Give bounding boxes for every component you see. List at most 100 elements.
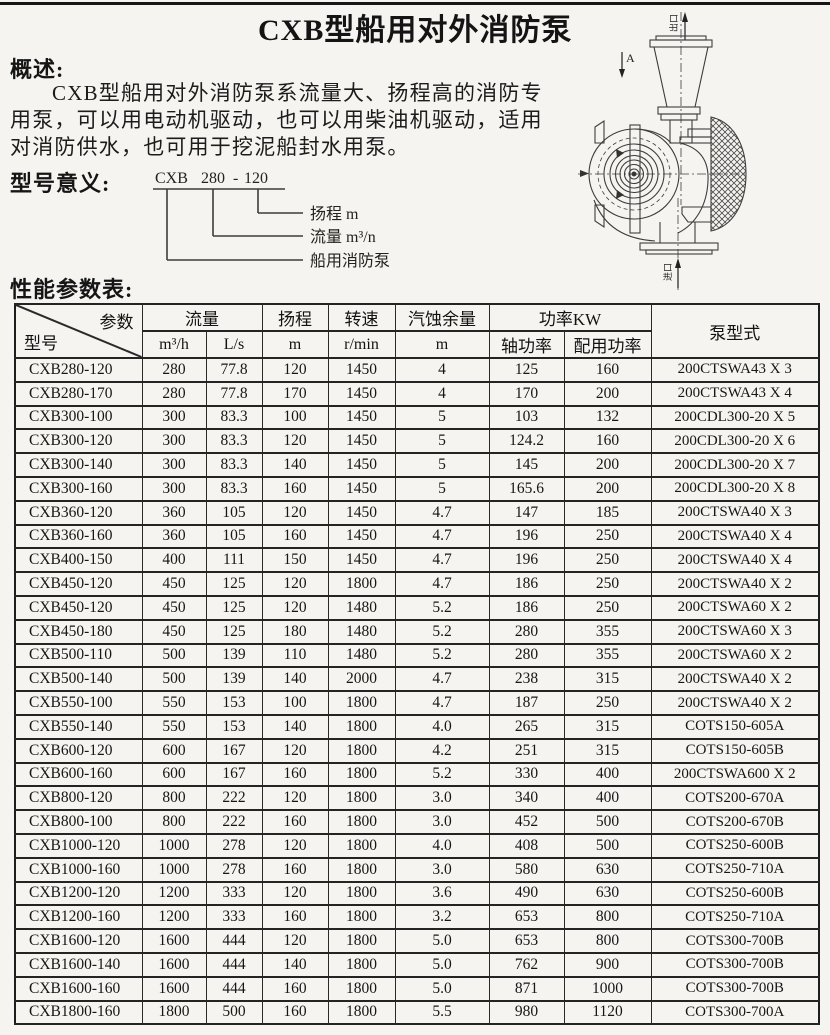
cell-speed: 1480 [327, 618, 396, 645]
cell-model: CXB1600-120 [14, 928, 143, 954]
cell-shaft-power: 408 [488, 832, 565, 859]
cell-flow-m3h: 280 [141, 380, 207, 407]
cell-model: CXB1000-160 [14, 856, 143, 883]
cell-flow-ls: 500 [205, 999, 263, 1026]
table-row: CXB300-120 300 83.3 120 1450 5 124.2 160 200CDL3… [14, 428, 820, 455]
cell-flow-m3h: 500 [141, 642, 207, 669]
cell-flow-ls: 83.3 [205, 475, 263, 502]
cell-rated-power: 250 [563, 523, 652, 550]
cell-flow-ls: 333 [205, 880, 263, 907]
cell-head: 150 [261, 547, 329, 574]
table-row: CXB600-160 600 167 160 1800 5.2 330 400 200CTSWA… [14, 761, 820, 788]
cell-model: CXB500-110 [14, 642, 143, 669]
cell-flow-ls: 111 [205, 547, 263, 574]
performance-table-wrap: 参数 型号 流量 扬程 转速 汽蚀余量 功率KW 泵型式 m³/h L/s m … [14, 303, 821, 1026]
header-model-label: 型号 [24, 334, 58, 353]
cell-rated-power: 315 [563, 713, 652, 740]
model-example-prefix: CXB [155, 170, 188, 187]
cell-pump-type: COTS300-700A [650, 999, 820, 1026]
cell-head: 120 [261, 928, 329, 954]
cell-flow-ls: 77.8 [205, 380, 263, 407]
table-row: CXB600-120 600 167 120 1800 4.2 251 315 COTS150-… [14, 737, 820, 764]
model-meaning-heading: 型号意义: [10, 171, 111, 196]
cell-flow-m3h: 500 [141, 666, 207, 693]
header-pump-type: 泵型式 [650, 303, 820, 359]
cell-model: CXB300-120 [14, 428, 143, 455]
cell-pump-type: COTS150-605A [650, 713, 820, 740]
cell-flow-m3h: 450 [141, 594, 207, 621]
cell-shaft-power: 490 [488, 880, 565, 907]
cell-flow-m3h: 600 [141, 737, 207, 764]
cell-flow-ls: 444 [205, 951, 263, 978]
cell-head: 100 [261, 404, 329, 431]
table-row: CXB1000-120 1000 278 120 1800 4.0 408 500 COTS25… [14, 832, 820, 859]
cell-speed: 1800 [327, 809, 396, 835]
cell-model: CXB450-120 [14, 594, 143, 621]
cell-head: 160 [261, 999, 329, 1026]
cell-head: 180 [261, 618, 329, 645]
performance-table-heading: 性能参数表: [10, 277, 134, 302]
cell-shaft-power: 124.2 [488, 428, 565, 455]
cell-npsh: 4.7 [394, 571, 490, 597]
cell-shaft-power: 147 [488, 499, 565, 526]
table-row: CXB550-140 550 153 140 1800 4.0 265 315 COTS150-… [14, 713, 820, 740]
cell-npsh: 4 [394, 380, 490, 407]
cell-pump-type: 200CTSWA60 X 3 [650, 618, 820, 645]
cell-npsh: 4.7 [394, 499, 490, 526]
cell-pump-type: 200CTSWA40 X 2 [650, 571, 820, 597]
cell-rated-power: 200 [563, 475, 652, 502]
cell-model: CXB1000-120 [14, 832, 143, 859]
cell-shaft-power: 580 [488, 856, 565, 883]
cell-rated-power: 900 [563, 951, 652, 978]
table-row: CXB1600-140 1600 444 140 1800 5.0 762 900 COTS30… [14, 951, 820, 978]
header-speed: 转速 [327, 303, 396, 332]
cell-model: CXB600-120 [14, 737, 143, 764]
cell-speed: 1450 [327, 452, 396, 478]
cell-flow-m3h: 300 [141, 452, 207, 478]
cell-model: CXB280-120 [14, 357, 143, 383]
cell-model: CXB600-160 [14, 761, 143, 788]
cell-flow-m3h: 550 [141, 690, 207, 716]
model-meaning-diagram: CXB 280 - 120 扬程 m 流量 m³/n 船用消防泵 [153, 170, 390, 270]
model-example-flow: 280 [201, 170, 225, 187]
cell-head: 160 [261, 523, 329, 550]
section-label: A [626, 51, 635, 65]
cell-flow-ls: 167 [205, 737, 263, 764]
cell-pump-type: 200CDL300-20 X 6 [650, 428, 820, 455]
cell-rated-power: 200 [563, 452, 652, 478]
overview-line-2: 用泵，可以用电动机驱动，也可以用柴油机驱动，适用 [10, 108, 543, 132]
cell-rated-power: 355 [563, 642, 652, 669]
cell-model: CXB1200-160 [14, 904, 143, 931]
cell-shaft-power: 251 [488, 737, 565, 764]
cell-flow-ls: 444 [205, 975, 263, 1002]
cell-speed: 1800 [327, 928, 396, 954]
cell-speed: 1800 [327, 856, 396, 883]
model-label-pump: 船用消防泵 [310, 252, 390, 270]
cell-rated-power: 315 [563, 666, 652, 693]
cell-flow-m3h: 550 [141, 713, 207, 740]
cell-speed: 1450 [327, 547, 396, 574]
cell-flow-ls: 125 [205, 618, 263, 645]
cell-npsh: 3.0 [394, 809, 490, 835]
cell-model: CXB800-100 [14, 809, 143, 835]
cell-pump-type: 200CTSWA40 X 2 [650, 690, 820, 716]
cell-speed: 1480 [327, 594, 396, 621]
cell-pump-type: 200CTSWA60 X 2 [650, 642, 820, 669]
cell-shaft-power: 452 [488, 809, 565, 835]
header-npsh-unit: m [394, 330, 490, 359]
cell-npsh: 5.0 [394, 928, 490, 954]
cell-npsh: 4 [394, 357, 490, 383]
cell-rated-power: 630 [563, 856, 652, 883]
cell-flow-ls: 83.3 [205, 428, 263, 455]
cell-speed: 1800 [327, 713, 396, 740]
cell-flow-m3h: 450 [141, 618, 207, 645]
header-power: 功率KW [488, 303, 652, 332]
cell-flow-ls: 125 [205, 594, 263, 621]
inlet-label: 进口 [663, 263, 673, 281]
cell-shaft-power: 196 [488, 547, 565, 574]
cell-head: 120 [261, 499, 329, 526]
cell-speed: 1800 [327, 761, 396, 788]
table-row: CXB360-160 360 105 160 1450 4.7 196 250 200CTSWA… [14, 523, 820, 550]
cell-rated-power: 1000 [563, 975, 652, 1002]
